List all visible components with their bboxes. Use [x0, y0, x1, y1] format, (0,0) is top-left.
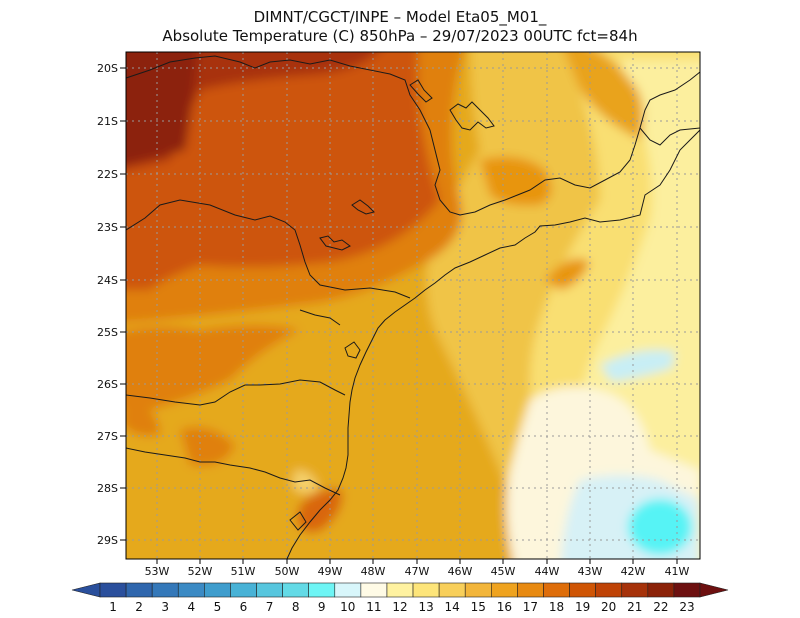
lon-tick-label: 49W	[318, 565, 343, 578]
colorbar-swatch	[517, 582, 544, 598]
temperature-field	[126, 52, 700, 559]
lon-tick-label: 46W	[448, 565, 473, 578]
colorbar-label: 3	[161, 600, 169, 614]
colorbar-label: 9	[318, 600, 326, 614]
lat-tick-label: 23S	[97, 221, 118, 234]
colorbar-swatch	[360, 582, 388, 598]
colorbar-swatch	[543, 582, 570, 598]
lon-tick-label: 50W	[275, 565, 300, 578]
colorbar-swatch	[125, 582, 153, 598]
longitude-axis: 53W 52W 51W 50W 49W 48W 47W 46W 45W 44W …	[145, 559, 690, 578]
state-border-mg-rj	[514, 71, 700, 197]
lat-tick-label: 24S	[97, 274, 118, 287]
colorbar-swatch	[647, 582, 675, 598]
colorbar-label: 6	[240, 600, 248, 614]
colorbar-label: 13	[418, 600, 433, 614]
colorbar-label: 14	[445, 600, 460, 614]
colorbar-label: 8	[292, 600, 300, 614]
lat-lon-gridlines	[126, 52, 700, 559]
lat-tick-label: 29S	[97, 534, 118, 547]
lon-tick-label: 41W	[665, 565, 690, 578]
lat-tick-label: 28S	[97, 482, 118, 495]
colorbar-swatch	[464, 582, 492, 598]
lon-tick-label: 45W	[491, 565, 516, 578]
coastline-and-borders	[126, 55, 700, 559]
latitude-axis: 20S 21S 22S 23S 24S 25S 26S 27S 28S 29S	[97, 62, 126, 547]
colorbar-label: 2	[135, 600, 143, 614]
colorbar-swatch	[151, 582, 179, 598]
colorbar-label: 12	[392, 600, 407, 614]
lat-tick-label: 22S	[97, 168, 118, 181]
colorbar-label: 19	[575, 600, 590, 614]
colorbar-swatch	[438, 582, 466, 598]
state-border-sp-pr	[126, 199, 411, 299]
colorbar-swatch	[621, 582, 649, 598]
colorbar-label: 21	[627, 600, 642, 614]
lon-tick-label: 47W	[405, 565, 430, 578]
colorbar-label: 15	[471, 600, 486, 614]
colorbar-swatch	[412, 582, 440, 598]
colorbar-min-arrow	[71, 582, 101, 598]
colorbar-swatch	[386, 582, 414, 598]
lon-tick-label: 48W	[361, 565, 386, 578]
lon-tick-label: 43W	[578, 565, 603, 578]
colorbar-label: 11	[366, 600, 381, 614]
colorbar: 1 2 3 4 5 6 7 8 9 10 11 12 13 14 15 16 17 18 19 20 21 22 23	[71, 582, 729, 614]
furnas-reservoir	[449, 101, 495, 131]
colorbar-label: 22	[653, 600, 668, 614]
colorbar-label: 16	[497, 600, 512, 614]
lon-tick-label: 51W	[231, 565, 256, 578]
lon-tick-label: 44W	[535, 565, 560, 578]
babitonga-bay	[289, 511, 307, 531]
colorbar-label: 20	[601, 600, 616, 614]
colorbar-swatch	[334, 582, 362, 598]
lat-tick-label: 26S	[97, 378, 118, 391]
colorbar-swatch	[177, 582, 205, 598]
state-border-mg-sp	[126, 55, 516, 216]
guarapiranga-reservoir	[409, 79, 433, 103]
jurumirim-reservoir	[351, 199, 375, 215]
colorbar-swatch	[308, 582, 336, 598]
state-border-mg-es	[639, 127, 700, 146]
state-border-pr-sc	[126, 379, 346, 406]
colorbar-swatch	[204, 582, 231, 598]
colorbar-swatch	[282, 582, 309, 598]
colorbar-label: 18	[549, 600, 564, 614]
colorbar-swatch	[230, 582, 257, 598]
billings-reservoir	[319, 235, 351, 251]
lon-tick-label: 52W	[188, 565, 213, 578]
paranagua-bay	[344, 341, 361, 359]
lat-tick-label: 20S	[97, 62, 118, 75]
colorbar-label: 10	[340, 600, 355, 614]
border-pr-west	[299, 309, 341, 326]
colorbar-swatch	[99, 582, 127, 598]
state-border-sc-rs	[126, 447, 341, 496]
map-frame	[125, 51, 701, 560]
colorbar-max-arrow	[699, 582, 729, 598]
colorbar-label: 1	[109, 600, 117, 614]
lon-tick-label: 53W	[145, 565, 170, 578]
lat-tick-label: 27S	[97, 430, 118, 443]
colorbar-label: 5	[214, 600, 222, 614]
lon-tick-label: 42W	[621, 565, 646, 578]
colorbar-swatch	[256, 582, 283, 598]
colorbar-swatch	[673, 582, 701, 598]
lat-tick-label: 25S	[97, 326, 118, 339]
colorbar-swatch	[595, 582, 623, 598]
colorbar-label: 4	[187, 600, 195, 614]
lat-tick-label: 21S	[97, 115, 118, 128]
coastline	[286, 129, 700, 559]
colorbar-swatch	[491, 582, 518, 598]
map-title-line-2: Absolute Temperature (C) 850hPa – 29/07/…	[162, 27, 638, 45]
colorbar-swatch	[569, 582, 596, 598]
colorbar-label: 7	[266, 600, 274, 614]
colorbar-label: 17	[523, 600, 538, 614]
map-title-line-1: DIMNT/CGCT/INPE – Model Eta05_M01_	[253, 8, 547, 26]
colorbar-label: 23	[679, 600, 694, 614]
